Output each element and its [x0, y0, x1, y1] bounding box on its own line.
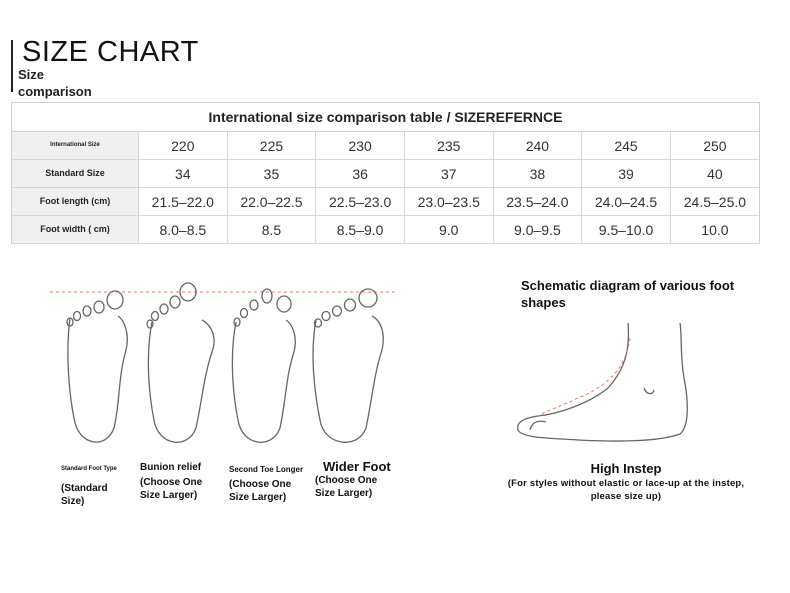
table-cell: 22.5–23.0	[315, 187, 405, 216]
table-cell: 250	[669, 132, 759, 160]
table-cell: 240	[492, 132, 583, 160]
page-title: SIZE CHART	[22, 36, 199, 68]
table-cell: 225	[226, 132, 317, 160]
bunion-foot-label: Bunion relief (Choose One Size Larger)	[140, 461, 222, 502]
table-cell: 9.5–10.0	[581, 215, 671, 244]
table-cell: 37	[403, 159, 494, 188]
table-cell: 22.0–22.5	[226, 187, 317, 216]
table-row-international-size: International Size 220 225 230 235 240 2…	[12, 132, 759, 160]
foot-type-note: (Choose One Size Larger)	[229, 479, 292, 503]
size-table: International Size 220 225 230 235 240 2…	[12, 132, 759, 244]
table-cell: 235	[403, 132, 494, 160]
table-cell: 34	[138, 159, 228, 188]
standard-foot-label: Standard Foot Type (Standard Size)	[61, 463, 133, 508]
bunion-foot-icon	[146, 282, 215, 443]
table-cell: 245	[581, 132, 671, 160]
table-cell: 23.0–23.5	[403, 187, 494, 216]
high-instep-foot-icon	[517, 322, 688, 442]
table-row-standard-size: Standard Size 34 35 36 37 38 39 40	[12, 159, 759, 188]
row-header: Standard Size	[12, 159, 139, 188]
instep-guide-line	[537, 337, 631, 417]
standard-foot-icon	[66, 290, 128, 443]
table-cell: 10.0	[669, 215, 759, 244]
table-cell: 21.5–22.0	[138, 187, 228, 216]
foot-type-note: (Choose One Size Larger)	[140, 477, 203, 501]
table-cell: 8.0–8.5	[138, 215, 228, 244]
table-cell: 36	[315, 159, 405, 188]
second-toe-longer-label: Second Toe Longer (Choose One Size Large…	[229, 463, 313, 504]
table-cell: 9.0–9.5	[492, 215, 583, 244]
foot-type-name: Bunion relief	[140, 462, 202, 473]
page-subtitle: Size comparison	[18, 67, 92, 99]
table-title: International size comparison table / SI…	[12, 103, 759, 132]
table-cell: 9.0	[403, 215, 494, 244]
table-cell: 24.0–24.5	[581, 187, 671, 216]
foot-type-name: Second Toe Longer	[229, 465, 304, 474]
foot-types-illustration	[50, 282, 396, 443]
table-row-foot-width: Foot width ( cm) 8.0–8.5 8.5 8.5–9.0 9.0…	[12, 215, 759, 244]
wider-foot-icon	[312, 288, 384, 443]
size-comparison-table: International size comparison table / SI…	[11, 102, 760, 244]
wider-foot-label: Wider Foot (Choose One Size Larger)	[315, 460, 397, 500]
table-cell: 35	[226, 159, 317, 188]
second-toe-longer-foot-icon	[231, 288, 296, 443]
table-row-foot-length: Foot length (cm) 21.5–22.0 22.0–22.5 22.…	[12, 187, 759, 216]
high-instep-title: High Instep	[590, 461, 662, 476]
table-cell: 24.5–25.0	[669, 187, 759, 216]
table-cell: 8.5	[226, 215, 317, 244]
schematic-title: Schematic diagram of various foot shapes	[521, 278, 735, 310]
foot-type-name: Standard Foot Type	[61, 466, 117, 472]
foot-type-name: Wider Foot	[323, 459, 391, 474]
table-cell: 38	[492, 159, 583, 188]
table-cell: 39	[581, 159, 671, 188]
row-header: Foot length (cm)	[12, 187, 139, 216]
title-accent-bar	[11, 40, 13, 92]
foot-type-note: (Standard Size)	[61, 483, 108, 507]
row-header: Foot width ( cm)	[12, 215, 139, 244]
table-cell: 230	[315, 132, 405, 160]
table-cell: 220	[138, 132, 228, 160]
table-cell: 8.5–9.0	[315, 215, 405, 244]
row-header: International Size	[12, 132, 139, 160]
foot-type-note: (Choose One Size Larger)	[315, 475, 378, 499]
table-cell: 40	[669, 159, 759, 188]
table-cell: 23.5–24.0	[492, 187, 583, 216]
high-instep-note: (For styles without elastic or lace-up a…	[507, 478, 745, 502]
